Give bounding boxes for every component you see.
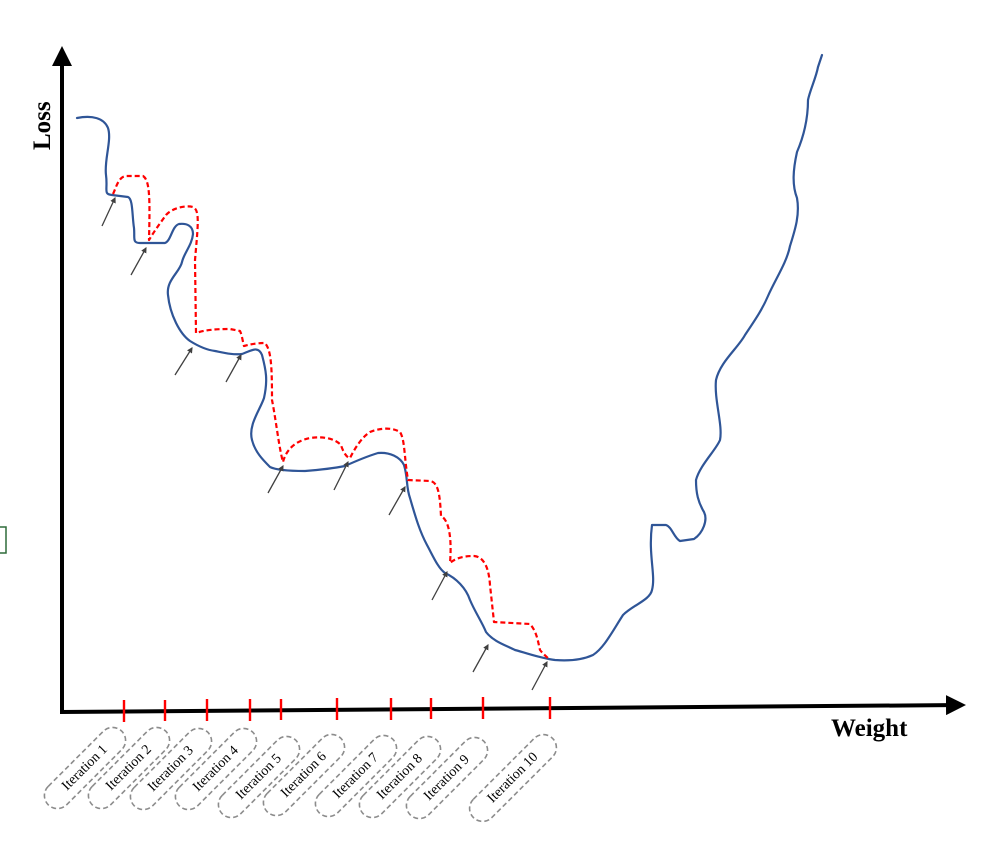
iteration-label-3: Iteration 3 bbox=[129, 727, 213, 811]
iteration-label-text: Iteration 10 bbox=[485, 750, 542, 807]
iteration-label-9: Iteration 9 bbox=[405, 736, 489, 820]
pointer-arrow bbox=[531, 660, 548, 691]
iteration-pointers bbox=[101, 196, 548, 691]
pointer-arrow bbox=[174, 347, 193, 376]
pointer-arrow bbox=[267, 464, 284, 494]
iteration-label-6: Iteration 6 bbox=[262, 733, 346, 817]
update-path bbox=[112, 174, 551, 661]
pointer-arrow bbox=[472, 643, 489, 673]
pointer-arrow bbox=[333, 460, 349, 491]
x-axis-label: Weight bbox=[831, 715, 908, 742]
pointer-arrow bbox=[431, 570, 448, 601]
x-axis bbox=[59, 695, 966, 716]
iteration-label-4: Iteration 4 bbox=[174, 727, 258, 811]
iteration-label-10: Iteration 10 bbox=[468, 733, 558, 823]
iteration-ticks bbox=[122, 697, 552, 722]
pointer-arrow bbox=[130, 246, 147, 276]
y-axis-label: Loss bbox=[29, 101, 56, 150]
iteration-label-8: Iteration 8 bbox=[358, 735, 442, 819]
loss-curve bbox=[75, 53, 824, 662]
pointer-arrow bbox=[101, 196, 116, 227]
pointer-arrow bbox=[388, 485, 406, 516]
edge-bracket-artifact bbox=[0, 526, 7, 554]
pointer-arrow bbox=[225, 353, 242, 383]
